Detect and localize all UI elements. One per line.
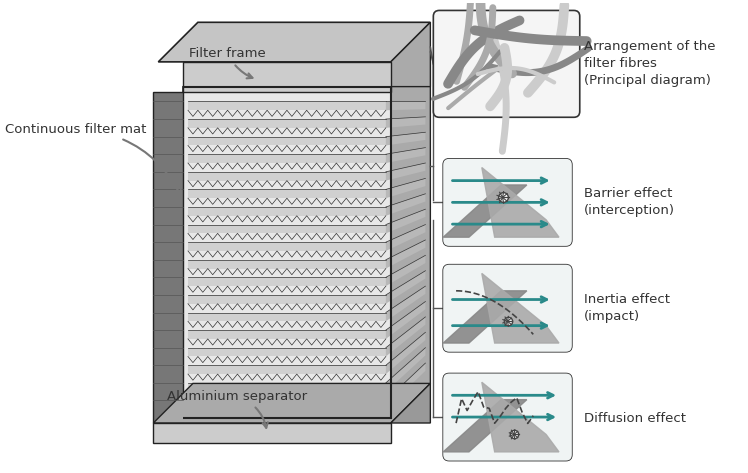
Polygon shape [386,178,426,198]
Polygon shape [188,277,386,286]
Polygon shape [188,383,386,392]
Polygon shape [188,330,386,339]
FancyBboxPatch shape [444,265,571,352]
Polygon shape [386,209,426,233]
FancyBboxPatch shape [444,374,571,461]
Polygon shape [444,400,527,452]
Polygon shape [188,348,386,357]
FancyBboxPatch shape [444,265,571,352]
Polygon shape [183,47,430,87]
Polygon shape [188,207,386,216]
Polygon shape [188,401,386,409]
Polygon shape [386,286,426,321]
Text: Aluminium separator: Aluminium separator [168,390,307,428]
Polygon shape [153,384,430,423]
Polygon shape [188,295,386,304]
Polygon shape [390,22,430,87]
Polygon shape [386,240,426,269]
Polygon shape [188,365,386,374]
Polygon shape [386,333,426,374]
FancyBboxPatch shape [444,159,571,246]
Polygon shape [188,242,386,251]
Text: Diffusion effect: Diffusion effect [583,412,686,425]
Polygon shape [386,117,426,128]
FancyBboxPatch shape [444,159,571,246]
Text: Continuous filter mat: Continuous filter mat [5,123,181,196]
Polygon shape [183,62,390,92]
Polygon shape [188,260,386,269]
FancyBboxPatch shape [444,374,571,461]
Polygon shape [153,423,390,443]
Polygon shape [183,87,390,418]
Polygon shape [386,148,426,163]
Text: Arrangement of the
filter fibres
(Principal diagram): Arrangement of the filter fibres (Princi… [583,40,715,88]
Polygon shape [444,185,527,237]
Polygon shape [386,363,426,409]
Polygon shape [386,317,426,357]
Polygon shape [482,167,559,237]
Polygon shape [153,92,183,423]
Polygon shape [386,255,426,286]
Text: Barrier effect
(interception): Barrier effect (interception) [583,187,675,218]
Polygon shape [444,291,527,343]
Polygon shape [386,225,426,251]
Polygon shape [188,137,386,145]
Polygon shape [386,132,426,145]
Polygon shape [386,271,426,304]
Polygon shape [188,172,386,181]
Polygon shape [386,163,426,181]
Polygon shape [482,273,559,343]
Polygon shape [188,313,386,321]
Polygon shape [188,225,386,233]
Polygon shape [386,101,426,110]
Polygon shape [390,384,430,423]
Polygon shape [188,154,386,163]
Polygon shape [188,189,386,198]
Polygon shape [386,301,426,339]
Polygon shape [390,47,430,418]
Polygon shape [386,194,426,216]
Text: Filter frame: Filter frame [189,47,266,79]
FancyBboxPatch shape [433,10,580,117]
Polygon shape [188,101,386,110]
Polygon shape [386,348,426,392]
Polygon shape [159,22,430,62]
Text: Inertia effect
(impact): Inertia effect (impact) [583,293,669,323]
Polygon shape [482,382,559,452]
Polygon shape [188,119,386,128]
